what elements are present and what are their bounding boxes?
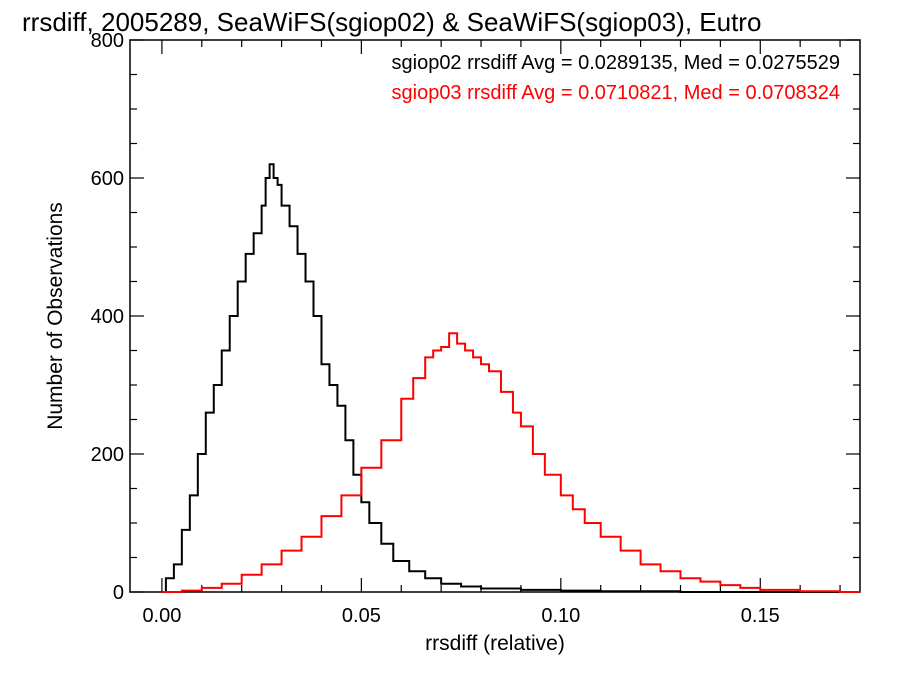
x-axis-label: rrsdiff (relative)	[425, 632, 565, 655]
y-tick-label: 400	[91, 306, 124, 328]
y-tick-label: 200	[91, 444, 124, 466]
annotation-sgiop02: sgiop02 rrsdiff Avg = 0.0289135, Med = 0…	[392, 52, 841, 74]
y-tick-label: 0	[113, 582, 124, 604]
x-axis: 0.00 0.05 0.10 0.15	[142, 40, 841, 627]
x-tick-label: 0.15	[741, 605, 780, 627]
x-tick-label: 0.10	[541, 605, 580, 627]
chart-title: rrsdiff, 2005289, SeaWiFS(sgiop02) & Sea…	[22, 7, 761, 37]
series-line-sgiop03	[161, 332, 860, 593]
plot-frame	[129, 39, 861, 593]
x-tick-label: 0.00	[142, 605, 181, 627]
y-axis: 0 200 400 600 800	[91, 30, 860, 604]
y-tick-label: 800	[91, 30, 124, 52]
series-line-sgiop02	[161, 163, 860, 593]
y-tick-label: 600	[91, 168, 124, 190]
x-tick-label: 0.05	[342, 605, 381, 627]
annotation-sgiop03: sgiop03 rrsdiff Avg = 0.0710821, Med = 0…	[392, 82, 841, 104]
y-axis-label: Number of Observations	[44, 202, 67, 430]
series-lines	[161, 163, 860, 593]
